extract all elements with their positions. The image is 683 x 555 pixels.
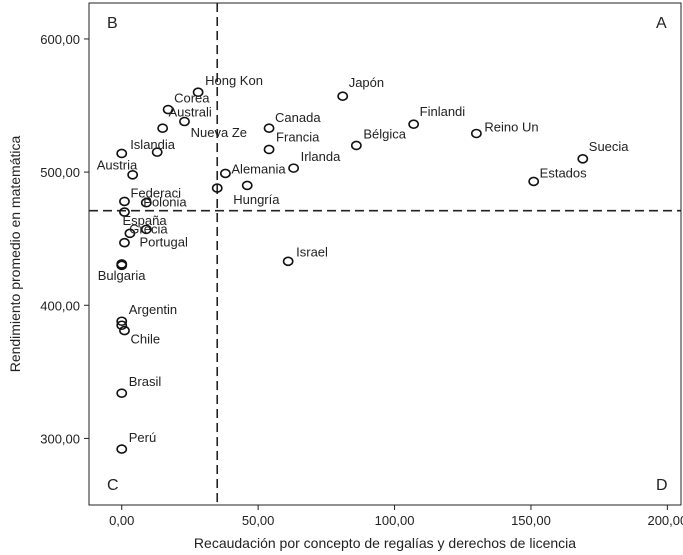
quadrant-label-a: A	[656, 15, 667, 32]
y-tick-label: 600,00	[40, 32, 80, 47]
data-point	[192, 87, 204, 98]
plot-frame	[88, 2, 682, 506]
data-point-label: Nueva Ze	[191, 125, 247, 140]
data-point-label: Federaci	[130, 185, 181, 200]
data-point-label: Reino Un	[484, 119, 538, 134]
data-point-label: Estados	[540, 165, 587, 180]
data-point-label: España	[122, 213, 167, 228]
data-point	[116, 260, 128, 271]
data-point	[220, 168, 231, 179]
data-point-label: Hong Kon	[205, 73, 263, 88]
data-point-label: Polonia	[143, 195, 187, 210]
data-point	[470, 128, 482, 139]
y-tick-label: 400,00	[40, 298, 80, 313]
data-point-label: Bulgaria	[98, 268, 146, 283]
x-axis-title: Recaudación por concepto de regalías y d…	[194, 535, 576, 551]
quadrant-label-c: C	[107, 477, 119, 494]
data-point	[119, 207, 130, 217]
data-point	[116, 444, 128, 454]
data-point-label: Irlanda	[301, 149, 342, 164]
data-point	[577, 153, 589, 164]
y-tick-label: 300,00	[40, 431, 80, 446]
data-point	[263, 123, 275, 133]
quadrant-label-d: D	[656, 477, 668, 494]
data-point	[124, 228, 136, 239]
data-point	[350, 140, 362, 151]
data-point	[119, 196, 130, 207]
data-point	[179, 116, 190, 127]
data-point	[140, 197, 152, 208]
x-tick-label: 200,00	[647, 513, 683, 528]
data-point-label: Perú	[129, 430, 156, 445]
data-point	[116, 320, 128, 331]
data-point-label: Alemania	[231, 161, 286, 176]
data-point	[116, 148, 128, 159]
data-point	[288, 163, 300, 173]
data-point-label: Canada	[275, 110, 321, 125]
x-tick-label: 50,00	[242, 513, 275, 528]
y-tick-label: 500,00	[40, 165, 80, 180]
data-point-label: Argentin	[129, 302, 177, 317]
data-point-label: Grecia	[129, 221, 168, 236]
data-point	[263, 144, 275, 155]
data-point	[116, 388, 128, 398]
data-point	[140, 224, 152, 235]
x-tick-label: 150,00	[511, 513, 551, 528]
data-point-label: Chile	[130, 332, 160, 347]
data-point	[127, 169, 139, 180]
data-point	[282, 256, 294, 267]
data-point	[408, 119, 420, 129]
data-point-label: Suecia	[589, 139, 630, 154]
x-tick-label: 100,00	[375, 513, 415, 528]
data-point-label: Islandia	[130, 137, 176, 152]
data-point	[528, 176, 540, 187]
data-point	[116, 316, 128, 327]
data-point	[162, 104, 174, 115]
data-point-label: Austria	[97, 157, 138, 172]
data-point	[211, 183, 223, 193]
data-point-label: Portugal	[139, 235, 188, 250]
data-point-label: Israel	[296, 244, 328, 259]
y-axis-title: Rendimiento promedio en matemática	[7, 136, 23, 373]
data-point-label: Bélgica	[363, 126, 406, 141]
data-point	[119, 237, 130, 248]
data-point	[151, 147, 163, 157]
data-point-label: Hungría	[233, 192, 280, 207]
x-tick-label: 0,00	[109, 513, 134, 528]
quadrant-label-b: B	[107, 15, 118, 32]
data-point-label: Francia	[276, 129, 320, 144]
data-point	[157, 123, 169, 133]
data-point-label: Australi	[168, 105, 211, 120]
data-point	[241, 180, 253, 191]
data-point-label: Brasil	[129, 374, 162, 389]
data-point-label: Corea	[174, 91, 210, 106]
data-point-label: Japón	[349, 75, 384, 90]
data-point	[337, 91, 349, 102]
data-point-label: Finlandi	[420, 104, 466, 119]
data-point	[119, 325, 130, 336]
